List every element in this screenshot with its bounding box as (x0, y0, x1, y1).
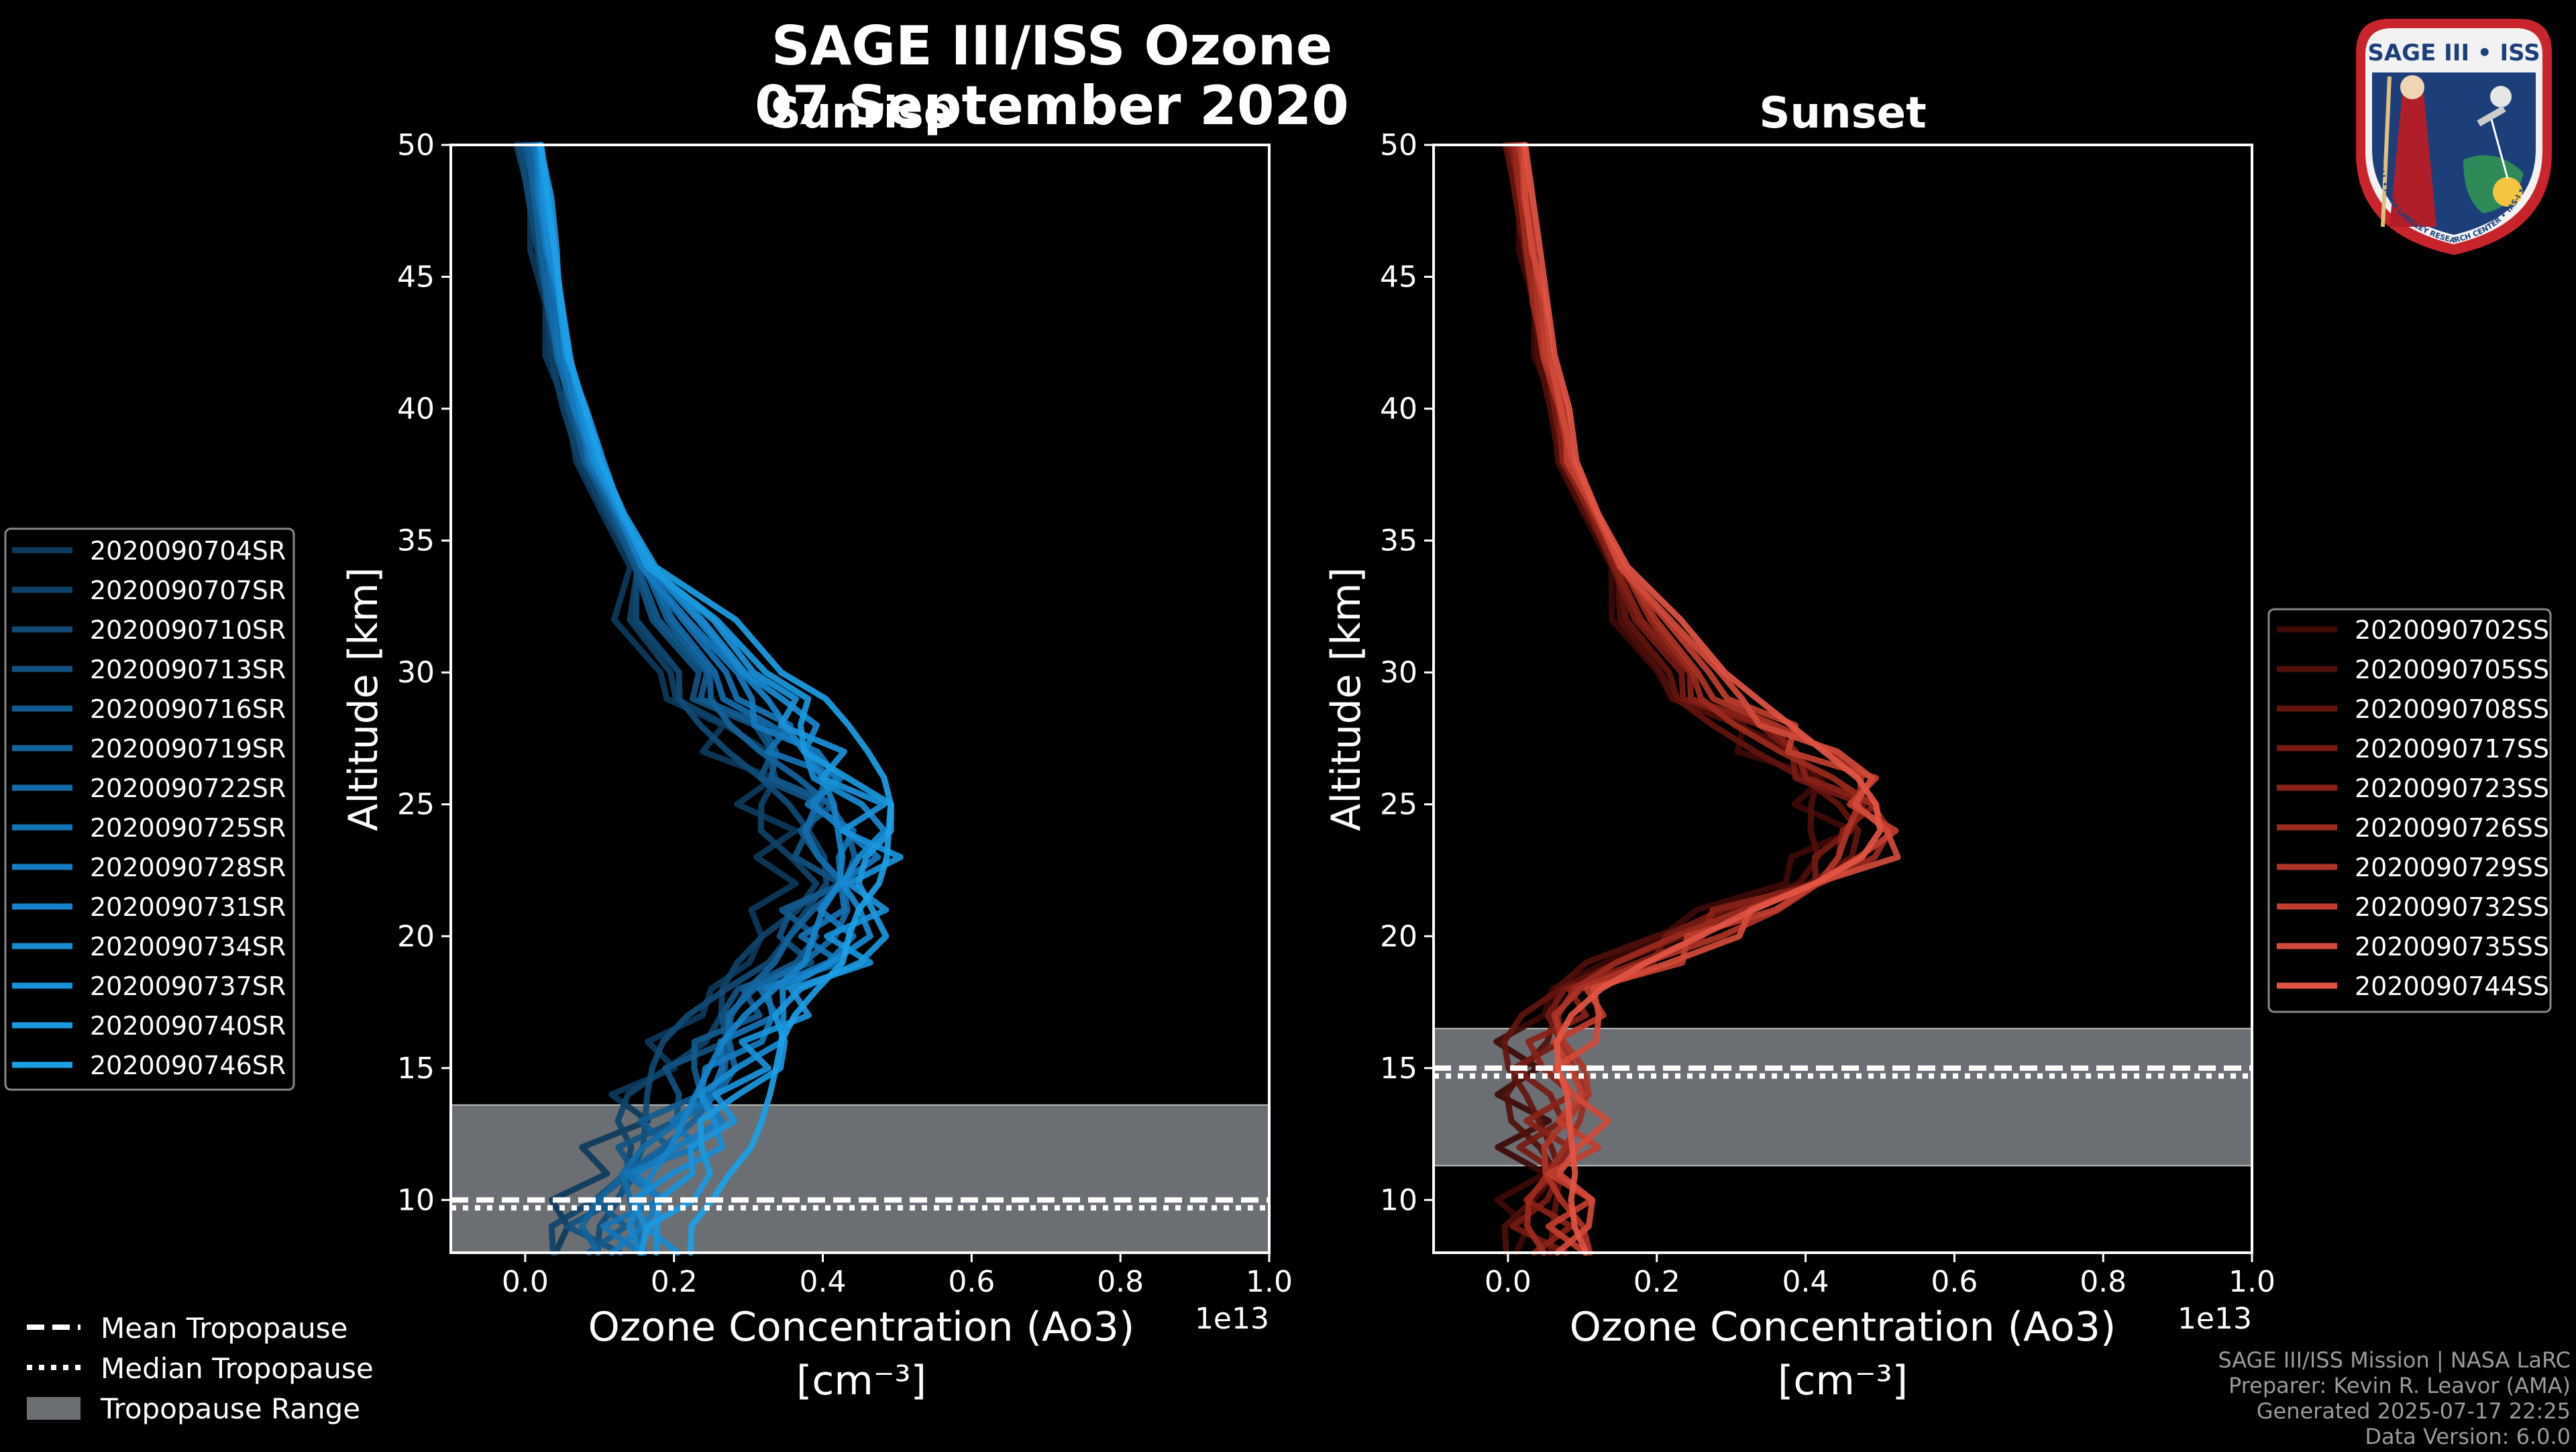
sunrise-y-tick-label: 15 (397, 1051, 435, 1086)
sunrise-legend-label: 2020090722SR (90, 774, 286, 803)
staff-icon (2381, 76, 2392, 227)
sunrise-legend-label: 2020090746SR (90, 1051, 286, 1080)
sunset-x-tick-label: 0.6 (1931, 1265, 1978, 1299)
sunrise-plot-area (451, 145, 1269, 1253)
sunrise-legend-label: 2020090728SR (90, 853, 286, 882)
sunrise-x-label: Ozone Concentration (Ao3) (588, 1304, 1135, 1351)
sunrise-x-tick-label: 0.8 (1097, 1265, 1144, 1299)
sunrise-profile-2020090746SR (538, 142, 894, 1256)
tropopause-range-swatch (27, 1397, 80, 1420)
sage-iii-iss-mission-logo: SAGE III • ISS BALL • NASA LANGLEY RESEA… (2356, 19, 2552, 255)
sunset-y-tick-label: 20 (1380, 919, 1417, 953)
sunrise-y-tick-label: 40 (397, 392, 435, 426)
sunset-profile-2020090744SS (1522, 142, 1884, 1256)
sunrise-legend-label: 2020090704SR (90, 536, 286, 566)
tropopause-range-label: Tropopause Range (100, 1392, 360, 1425)
sunrise-y-tick-label: 25 (397, 788, 435, 822)
sunrise-legend-box (4, 527, 295, 1091)
sunset-legend-label: 2020090702SS (2355, 615, 2549, 645)
sunrise-legend-label: 2020090710SR (90, 615, 286, 645)
sunset-profile-2020090705SS (1501, 142, 1822, 1256)
sunrise-x-tick-label: 0.0 (502, 1265, 549, 1299)
sunset-y-tick-label: 35 (1380, 524, 1417, 558)
sunrise-y-tick-label: 30 (397, 656, 435, 690)
median-tropopause-label: Median Tropopause (101, 1352, 374, 1385)
sunrise-x-tick-label: 0.2 (651, 1265, 698, 1299)
sunset-x-label: Ozone Concentration (Ao3) (1570, 1304, 2116, 1351)
sunrise-legend-label: 2020090716SR (90, 694, 286, 724)
sunrise-axes-frame (449, 144, 1271, 1254)
sunset-x-tick-label: 0.8 (2080, 1265, 2127, 1299)
sunset-x-unit: [cm⁻³] (1778, 1357, 1908, 1404)
sunrise-legend-label: 2020090740SR (90, 1011, 286, 1041)
sunrise-panel: 0.0 0.2 0.4 0.6 0.8 1.0 10 15 20 25 30 35 40 45 50 1e1… (340, 128, 1293, 1404)
footer-line4: Data Version: 6.0.0 (2365, 1424, 2571, 1449)
sunset-axes-frame (1432, 144, 2253, 1254)
sunrise-y-tick-label: 10 (397, 1183, 435, 1217)
sunset-y-tick-label: 15 (1380, 1051, 1417, 1086)
sunset-legend-label: 2020090729SS (2355, 853, 2549, 882)
sunset-y-tick-label: 30 (1380, 656, 1417, 690)
footer-line3: Generated 2025-07-17 22:25 (2257, 1398, 2571, 1424)
sunrise-panel-title: Sunrise (770, 89, 953, 138)
sunset-profile-2020090735SS (1520, 142, 1901, 1256)
footer-line1: SAGE III/ISS Mission | NASA LaRC (2218, 1347, 2571, 1373)
sunset-y-tick-label: 50 (1380, 128, 1417, 162)
sunrise-x-unit: [cm⁻³] (796, 1357, 926, 1404)
sunrise-legend-label: 2020090734SR (90, 932, 286, 962)
sunset-y-tick-label: 25 (1380, 788, 1417, 822)
sunset-legend-box (2267, 608, 2552, 1013)
sunset-legend-label: 2020090735SS (2355, 932, 2549, 962)
footer-line2: Preparer: Kevin R. Leavor (AMA) (2229, 1373, 2571, 1398)
mean-tropopause-label: Mean Tropopause (101, 1312, 347, 1345)
footer-credits: SAGE III/ISS Mission | NASA LaRC Prepare… (2218, 1347, 2571, 1449)
sunset-x-tick-label: 0.2 (1633, 1265, 1680, 1299)
sunrise-y-label: Altitude [km] (340, 567, 387, 831)
sunset-legend-label: 2020090708SS (2355, 694, 2549, 724)
sunset-panel-title: Sunset (1759, 89, 1926, 138)
sunrise-legend-label: 2020090725SR (90, 813, 286, 843)
sunset-x-tick-label: 1.0 (2229, 1265, 2275, 1299)
sunrise-legend-label: 2020090719SR (90, 734, 286, 764)
sunset-legend-label: 2020090744SS (2355, 972, 2549, 1001)
sunrise-y-tick-label: 20 (397, 919, 435, 953)
sunrise-x-tick-label: 0.6 (948, 1265, 995, 1299)
sunrise-profile-2020090707SR (515, 142, 820, 1256)
sunrise-legend-label: 2020090707SR (90, 576, 286, 605)
sunrise-legend-label: 2020090737SR (90, 972, 286, 1001)
sunrise-legend-label: 2020090713SR (90, 655, 286, 684)
sunrise-legend: 2020090704SR 2020090707SR 2020090710SR 2020… (4, 527, 295, 1091)
sunset-legend-label: 2020090717SS (2355, 734, 2549, 764)
sunset-x-tick-label: 0.4 (1782, 1265, 1829, 1299)
sunrise-y-tick-label: 35 (397, 524, 435, 558)
sunset-legend-label: 2020090732SS (2355, 892, 2549, 922)
sunrise-tropopause-range-band (450, 1104, 1270, 1254)
sunset-panel: 0.0 0.2 0.4 0.6 0.8 1.0 10 15 20 25 30 35 40 45 50 1e1… (1323, 128, 2275, 1404)
sunset-legend-label: 2020090705SS (2355, 655, 2549, 684)
sunset-x-multiplier: 1e13 (2178, 1302, 2252, 1336)
sunset-y-label: Altitude [km] (1323, 567, 1370, 831)
main-title-line2: 07 September 2020 (755, 74, 1349, 137)
sunrise-x-tick-label: 1.0 (1246, 1265, 1293, 1299)
sunset-x-tick-label: 0.0 (1485, 1265, 1532, 1299)
sunrise-x-multiplier: 1e13 (1195, 1302, 1269, 1336)
logo-title: SAGE III • ISS (2367, 40, 2540, 66)
sunset-legend-label: 2020090726SS (2355, 813, 2549, 843)
sunset-y-tick-label: 45 (1380, 260, 1417, 295)
sunrise-y-tick-label: 45 (397, 260, 435, 295)
sunrise-y-tick-label: 50 (397, 128, 435, 162)
sunset-y-tick-label: 10 (1380, 1183, 1417, 1217)
sunset-legend: 2020090702SS 2020090705SS 2020090708SS 2020… (2267, 608, 2552, 1013)
tropopause-legend: Mean Tropopause Median Tropopause Tropop… (27, 1312, 374, 1425)
sunrise-x-tick-label: 0.4 (800, 1265, 847, 1299)
main-title-line1: SAGE III/ISS Ozone (771, 15, 1332, 77)
sunset-legend-label: 2020090723SS (2355, 774, 2549, 803)
sunrise-legend-label: 2020090731SR (90, 892, 286, 922)
sunset-y-tick-label: 40 (1380, 392, 1417, 426)
